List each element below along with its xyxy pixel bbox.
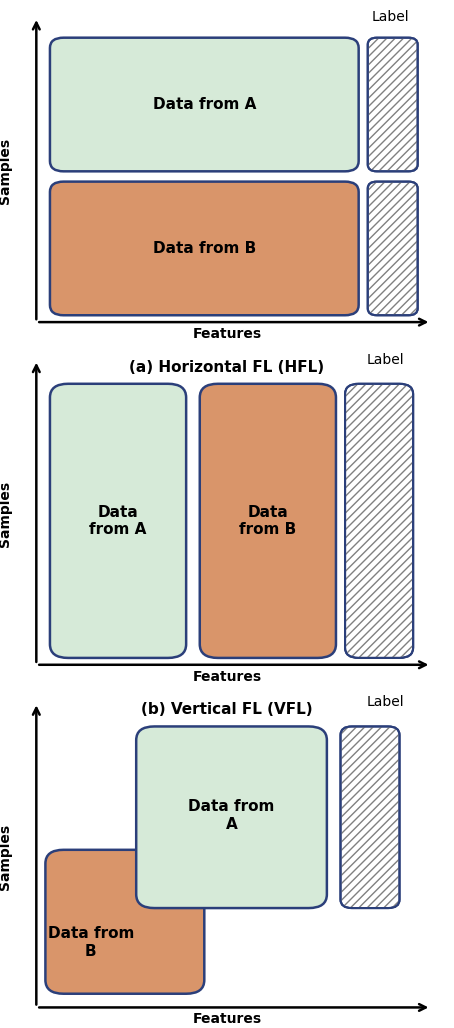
Text: Data from
A: Data from A — [188, 800, 275, 832]
Text: Data from A: Data from A — [153, 97, 256, 112]
FancyBboxPatch shape — [345, 383, 413, 658]
Text: Features: Features — [192, 1013, 262, 1026]
Text: Features: Features — [192, 327, 262, 341]
Text: Data
from B: Data from B — [239, 505, 296, 537]
Text: Label: Label — [367, 695, 405, 709]
FancyBboxPatch shape — [368, 38, 418, 172]
Text: Features: Features — [192, 669, 262, 684]
Text: (a) Horizontal FL (HFL): (a) Horizontal FL (HFL) — [129, 360, 325, 375]
Text: Samples: Samples — [0, 823, 11, 889]
FancyBboxPatch shape — [45, 850, 204, 994]
Text: Data from B: Data from B — [153, 241, 256, 256]
FancyBboxPatch shape — [136, 727, 327, 908]
Text: Label: Label — [372, 10, 409, 24]
Text: (b) Vertical FL (VFL): (b) Vertical FL (VFL) — [141, 702, 313, 718]
FancyBboxPatch shape — [50, 182, 359, 316]
Text: Samples: Samples — [0, 139, 11, 205]
FancyBboxPatch shape — [368, 182, 418, 316]
FancyBboxPatch shape — [200, 383, 336, 658]
Text: Label: Label — [367, 353, 405, 367]
FancyBboxPatch shape — [50, 383, 186, 658]
Text: Samples: Samples — [0, 481, 11, 547]
FancyBboxPatch shape — [340, 727, 400, 908]
FancyBboxPatch shape — [50, 38, 359, 172]
Text: Data from
B: Data from B — [48, 926, 134, 958]
Text: Data
from A: Data from A — [89, 505, 147, 537]
